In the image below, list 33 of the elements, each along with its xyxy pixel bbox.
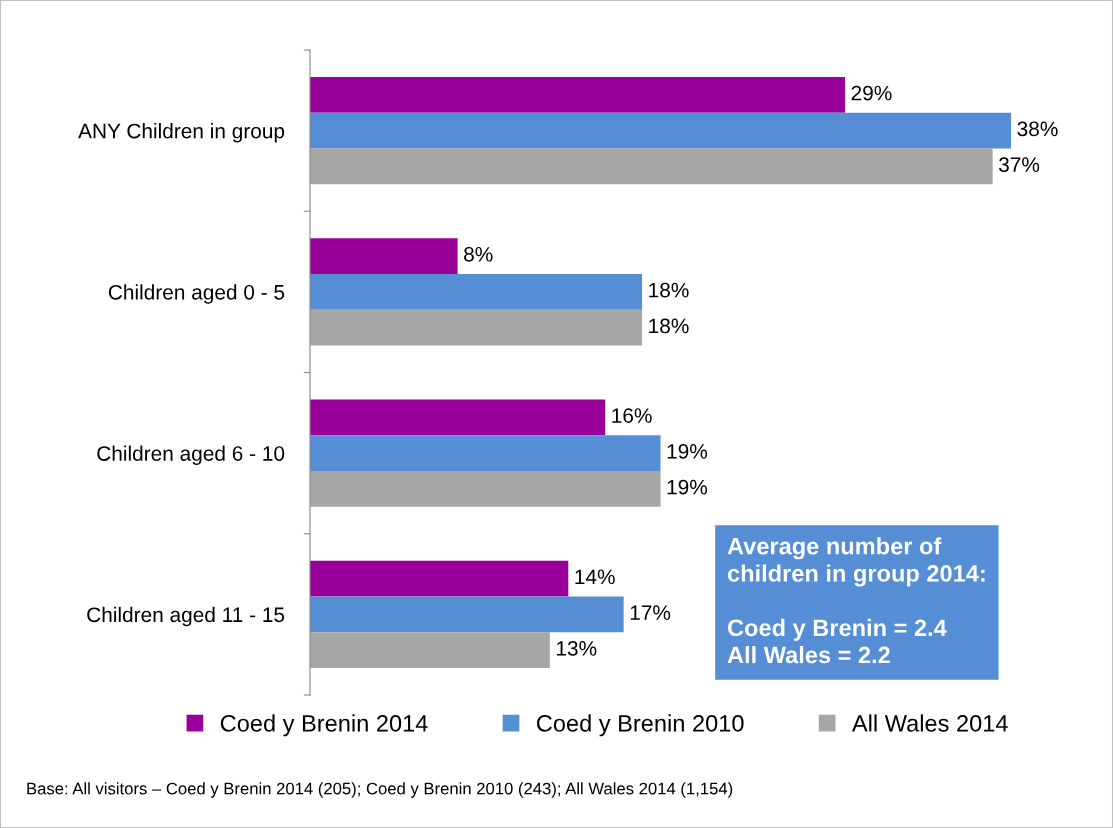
bar <box>310 560 569 597</box>
bar <box>310 273 643 310</box>
y-tick-label: Children aged 11 - 15 <box>87 606 285 627</box>
data-label: 29% <box>851 85 892 101</box>
text: Average number of children in group 2014: Coed y Brenin = 2.4 All Wales = 2.2 <box>727 537 985 664</box>
data-label: 13% <box>556 641 597 656</box>
data-label: 19% <box>667 443 708 459</box>
bar <box>310 112 1012 149</box>
legend-label: Coed y Brenin 2014 <box>220 714 428 737</box>
bar <box>310 435 661 472</box>
bar <box>310 148 993 185</box>
y-tick-label: ANY Children in group <box>78 123 285 143</box>
legend-label: Coed y Brenin 2010 <box>536 714 744 737</box>
text: Base: All visitors – Coed y Brenin 2014 (205); Coed y Brenin 2010 (243); All Wales 2014 (1,154) <box>27 782 733 798</box>
y-tick-label: Children aged 6 - 10 <box>97 445 285 465</box>
bar <box>310 632 550 669</box>
bar <box>310 399 606 436</box>
data-label: 19% <box>667 479 708 495</box>
bar <box>310 238 458 274</box>
data-label: 18% <box>649 318 689 334</box>
data-label: 14% <box>575 569 615 585</box>
bar <box>310 76 846 113</box>
data-label: 8% <box>464 246 493 262</box>
legend-label: All Wales 2014 <box>851 714 1008 732</box>
y-tick-label: Children aged 0 - 5 <box>108 284 285 304</box>
data-label: 16% <box>612 408 652 423</box>
bar <box>310 471 661 507</box>
bar <box>310 596 624 633</box>
data-label: 17% <box>630 605 671 620</box>
data-label: 18% <box>649 282 689 298</box>
data-label: 38% <box>1017 121 1058 137</box>
bar <box>310 309 643 346</box>
data-label: 37% <box>999 157 1040 173</box>
